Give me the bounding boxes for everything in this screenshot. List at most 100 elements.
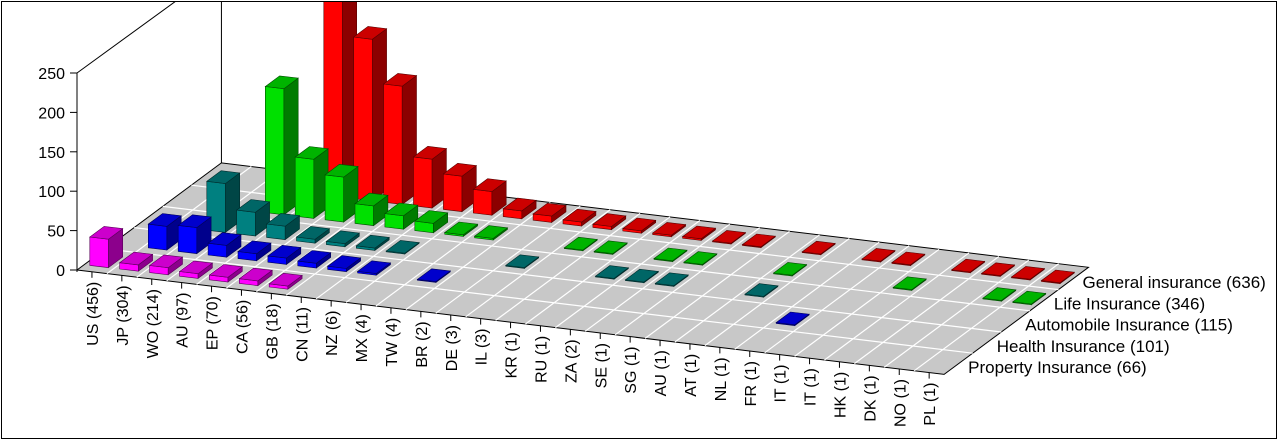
bar bbox=[178, 260, 214, 279]
category-label: CA (56) bbox=[234, 300, 251, 354]
floor-gridline bbox=[584, 223, 731, 332]
bar-front-face bbox=[264, 86, 285, 216]
floor-gridline bbox=[495, 212, 641, 321]
bar bbox=[772, 262, 808, 277]
bar bbox=[982, 287, 1017, 302]
bar-front-face bbox=[443, 173, 463, 212]
bar bbox=[177, 214, 212, 255]
bar-top-face bbox=[744, 283, 779, 297]
bar bbox=[206, 170, 241, 233]
bar bbox=[356, 260, 392, 276]
bar bbox=[382, 73, 418, 205]
category-label: NZ (6) bbox=[324, 311, 341, 356]
bar bbox=[592, 213, 627, 231]
bar bbox=[297, 250, 332, 269]
bar-top-face bbox=[382, 73, 418, 87]
bar-front-face bbox=[89, 236, 109, 268]
bar bbox=[563, 236, 598, 252]
bar-top-face bbox=[801, 240, 836, 255]
category-label: DK (1) bbox=[862, 375, 879, 421]
category-label: AU (97) bbox=[175, 293, 192, 348]
bar-top-face bbox=[147, 213, 182, 227]
bar-top-face bbox=[654, 272, 689, 286]
category-label: TW (4) bbox=[384, 318, 401, 367]
bar bbox=[502, 197, 537, 220]
y-tick-label: 0 bbox=[56, 263, 65, 280]
bar-top-face bbox=[502, 197, 537, 212]
category-label: MX (4) bbox=[354, 314, 371, 362]
floor-gridline bbox=[134, 227, 1002, 333]
bar-top-face bbox=[356, 260, 392, 274]
bar-top-face bbox=[324, 163, 359, 178]
bar-top-face bbox=[1012, 290, 1047, 305]
bar-front-face bbox=[324, 174, 345, 223]
bar-top-face bbox=[267, 244, 302, 259]
bar-top-face bbox=[982, 287, 1017, 301]
category-label: PL (1) bbox=[922, 383, 939, 426]
bar bbox=[414, 210, 449, 234]
bar bbox=[593, 240, 628, 255]
bar-top-face bbox=[681, 225, 717, 240]
bar bbox=[295, 226, 331, 244]
bar bbox=[654, 272, 689, 287]
bar bbox=[711, 230, 747, 245]
bar-top-face bbox=[1040, 269, 1076, 284]
bar-top-face bbox=[683, 251, 718, 265]
bar-top-face bbox=[178, 260, 214, 275]
bar-front-face bbox=[384, 213, 404, 230]
series-label: Automobile Insurance (115) bbox=[1025, 316, 1233, 335]
floor-gridline bbox=[674, 234, 820, 343]
category-label: AT (1) bbox=[683, 354, 700, 397]
bar-front-face bbox=[177, 225, 198, 254]
category-label: SE (1) bbox=[593, 343, 610, 388]
bar-top-face bbox=[950, 258, 986, 273]
bar-top-face bbox=[297, 250, 332, 264]
bar-front-face bbox=[413, 156, 433, 209]
bar-top-face bbox=[592, 213, 627, 227]
category-label: DE (3) bbox=[444, 325, 461, 371]
bar-top-face bbox=[177, 214, 212, 228]
category-label: BR (2) bbox=[414, 321, 431, 367]
floor-gridline bbox=[315, 191, 461, 300]
floor-gridline bbox=[704, 238, 850, 347]
bar bbox=[1040, 269, 1076, 285]
bar-top-face bbox=[622, 217, 657, 232]
bar-front-face bbox=[148, 223, 168, 251]
bar bbox=[208, 264, 244, 283]
bar bbox=[1010, 266, 1046, 281]
bar bbox=[416, 268, 452, 283]
y-tick-label: 100 bbox=[38, 184, 65, 201]
bar-top-face bbox=[473, 225, 509, 239]
bar bbox=[442, 162, 478, 213]
bar bbox=[741, 233, 777, 249]
floor-gridline bbox=[764, 245, 910, 354]
bar-top-face bbox=[148, 254, 184, 269]
bar-top-face bbox=[235, 199, 271, 213]
bar-top-face bbox=[412, 145, 448, 160]
bar-front-face bbox=[294, 156, 315, 219]
bar-top-face bbox=[118, 251, 154, 266]
floor-gridline bbox=[614, 227, 760, 336]
series-label: General insurance (636) bbox=[1083, 273, 1266, 292]
bar-top-face bbox=[206, 170, 241, 184]
category-label: IL (3) bbox=[474, 329, 491, 366]
bar-front-face bbox=[266, 223, 286, 240]
bar-top-face bbox=[532, 202, 567, 217]
bar-top-face bbox=[294, 146, 329, 160]
bar bbox=[267, 244, 302, 265]
bar bbox=[385, 240, 420, 255]
bar bbox=[624, 268, 660, 284]
bar bbox=[443, 221, 479, 237]
bar-top-face bbox=[891, 251, 926, 266]
bar-top-face bbox=[505, 254, 540, 268]
bar bbox=[622, 217, 657, 234]
bar bbox=[89, 226, 124, 269]
bar-top-face bbox=[980, 262, 1016, 276]
bar bbox=[653, 247, 688, 263]
bar bbox=[147, 213, 182, 251]
y-tick-label: 200 bbox=[38, 105, 65, 122]
bar bbox=[265, 213, 301, 241]
category-label: NO (1) bbox=[892, 379, 909, 427]
